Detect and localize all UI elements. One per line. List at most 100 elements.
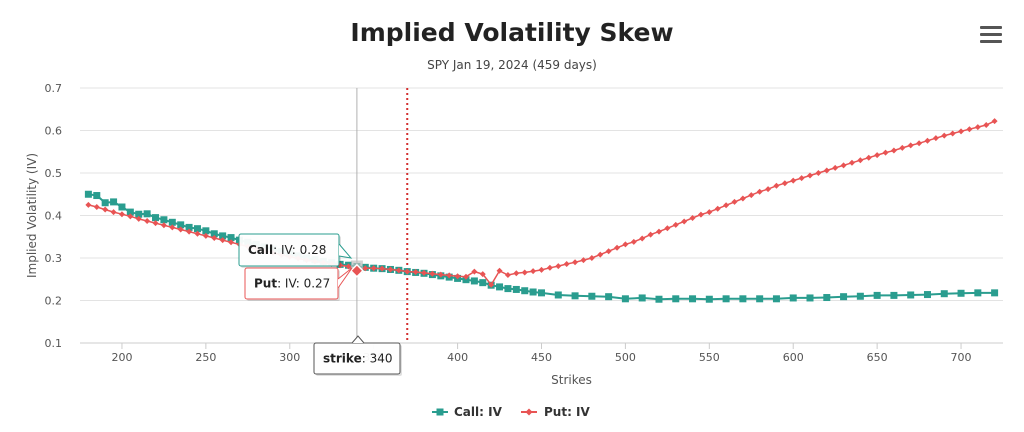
data-point bbox=[655, 295, 663, 303]
data-point bbox=[974, 124, 981, 131]
data-point bbox=[395, 267, 402, 274]
data-point bbox=[932, 135, 939, 142]
data-point bbox=[722, 295, 730, 303]
data-point bbox=[93, 204, 100, 210]
x-tick-label: 650 bbox=[867, 351, 888, 364]
legend-label-put: Put: IV bbox=[544, 405, 591, 419]
data-point bbox=[840, 162, 847, 169]
data-point bbox=[529, 288, 537, 296]
data-point bbox=[588, 255, 595, 261]
x-tick-label: 550 bbox=[699, 351, 720, 364]
x-tick-label: 500 bbox=[615, 351, 636, 364]
data-point bbox=[941, 132, 948, 139]
data-point bbox=[496, 267, 503, 274]
data-point bbox=[135, 215, 142, 222]
data-point bbox=[135, 210, 143, 218]
data-point bbox=[614, 244, 621, 251]
data-point bbox=[874, 152, 881, 159]
hamburger-menu-icon[interactable] bbox=[980, 26, 1002, 46]
tooltips: Call: IV: 0.28 Put: IV: 0.27 strike: 340 bbox=[238, 233, 402, 376]
tooltip-put: Put: IV: 0.27 bbox=[244, 267, 353, 301]
series-call-iv bbox=[84, 190, 999, 303]
data-point bbox=[873, 291, 881, 299]
data-point bbox=[143, 210, 151, 218]
data-point bbox=[790, 177, 797, 184]
data-point bbox=[706, 209, 713, 216]
data-point bbox=[127, 213, 134, 220]
data-point bbox=[856, 292, 864, 300]
y-tick-label: 0.2 bbox=[45, 295, 63, 308]
data-point bbox=[387, 266, 394, 273]
data-point bbox=[152, 220, 159, 227]
x-axis-title: Strikes bbox=[551, 373, 592, 387]
data-point bbox=[689, 215, 696, 222]
x-tick-label: 700 bbox=[951, 351, 972, 364]
legend-marker bbox=[525, 408, 533, 416]
tooltip-text: Put: IV: 0.27 bbox=[254, 277, 330, 291]
data-point bbox=[362, 265, 369, 272]
data-point bbox=[739, 195, 746, 202]
data-point bbox=[110, 198, 118, 206]
x-tick-label: 400 bbox=[447, 351, 468, 364]
y-tick-label: 0.7 bbox=[45, 82, 63, 95]
legend-item-call[interactable]: Call: IV bbox=[432, 405, 503, 419]
legend-item-put[interactable]: Put: IV bbox=[521, 405, 591, 419]
data-point bbox=[185, 223, 193, 231]
data-point bbox=[530, 268, 537, 275]
data-point bbox=[437, 271, 444, 278]
data-point bbox=[538, 289, 545, 297]
data-point bbox=[621, 295, 629, 303]
data-point bbox=[756, 188, 763, 195]
data-point bbox=[924, 137, 931, 144]
data-point bbox=[923, 291, 931, 299]
data-point bbox=[160, 216, 168, 224]
data-point bbox=[765, 186, 772, 193]
data-point bbox=[110, 209, 117, 216]
data-point bbox=[940, 290, 948, 298]
data-point bbox=[496, 283, 504, 291]
data-point bbox=[210, 230, 218, 238]
data-point bbox=[916, 140, 923, 147]
chart-subtitle: SPY Jan 19, 2024 (459 days) bbox=[427, 58, 597, 72]
data-point bbox=[93, 192, 101, 200]
grid-lines bbox=[80, 87, 1003, 344]
data-point bbox=[504, 272, 511, 278]
data-point bbox=[705, 295, 713, 303]
data-point bbox=[160, 222, 167, 229]
data-point bbox=[588, 292, 596, 300]
data-point bbox=[462, 273, 469, 280]
data-point bbox=[605, 248, 612, 255]
data-point bbox=[479, 279, 487, 287]
chart-title: Implied Volatility Skew bbox=[350, 18, 674, 47]
data-point bbox=[101, 199, 109, 207]
data-point bbox=[168, 218, 176, 226]
data-point bbox=[370, 265, 377, 272]
tooltip-call: Call: IV: 0.28 bbox=[238, 233, 353, 268]
data-point bbox=[991, 289, 999, 297]
tooltip-arrow bbox=[338, 243, 353, 259]
data-point bbox=[949, 130, 956, 137]
y-axis-title: Implied Volatility (IV) bbox=[25, 153, 39, 278]
data-point bbox=[118, 203, 126, 211]
data-point bbox=[521, 287, 529, 295]
data-point bbox=[227, 234, 235, 242]
data-point bbox=[504, 285, 512, 293]
data-point bbox=[739, 295, 747, 303]
data-point bbox=[823, 294, 831, 302]
data-point bbox=[823, 167, 830, 174]
data-point bbox=[772, 295, 780, 303]
data-point bbox=[773, 182, 780, 189]
data-point bbox=[991, 118, 998, 125]
data-point bbox=[580, 257, 587, 264]
data-point bbox=[219, 232, 227, 240]
data-point bbox=[470, 277, 478, 285]
y-tick-label: 0.4 bbox=[45, 210, 63, 223]
data-point bbox=[118, 211, 125, 218]
x-tick-label: 600 bbox=[783, 351, 804, 364]
data-point bbox=[848, 159, 855, 166]
data-point bbox=[907, 291, 915, 299]
data-point bbox=[144, 218, 151, 225]
data-point bbox=[605, 293, 613, 301]
data-point bbox=[446, 272, 453, 279]
